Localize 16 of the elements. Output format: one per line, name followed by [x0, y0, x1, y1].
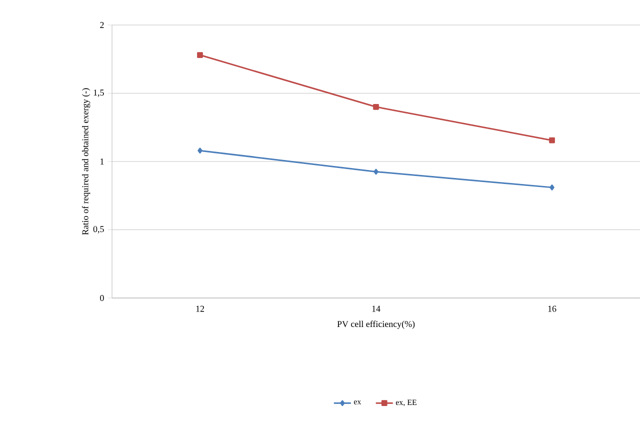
y-tick-label: 2	[100, 22, 104, 28]
point	[197, 52, 203, 58]
x-tick-label: 16	[548, 306, 556, 312]
point	[550, 184, 554, 190]
y-tick-label: 1,5	[94, 90, 104, 97]
y-axis-title: Ratio of required and obtained exergy (-)	[82, 88, 90, 235]
x-tick-label: 12	[196, 306, 204, 312]
point	[198, 148, 202, 154]
y-tick-label: 0	[100, 294, 104, 302]
point	[549, 137, 555, 144]
point	[373, 104, 379, 110]
y-tick-label: 1	[100, 158, 104, 164]
x-axis-title: PV cell efficiency(%)	[337, 320, 415, 329]
x-tick-label: 14	[372, 306, 380, 312]
y-tick-label: 0,5	[93, 226, 104, 234]
point	[374, 168, 378, 175]
